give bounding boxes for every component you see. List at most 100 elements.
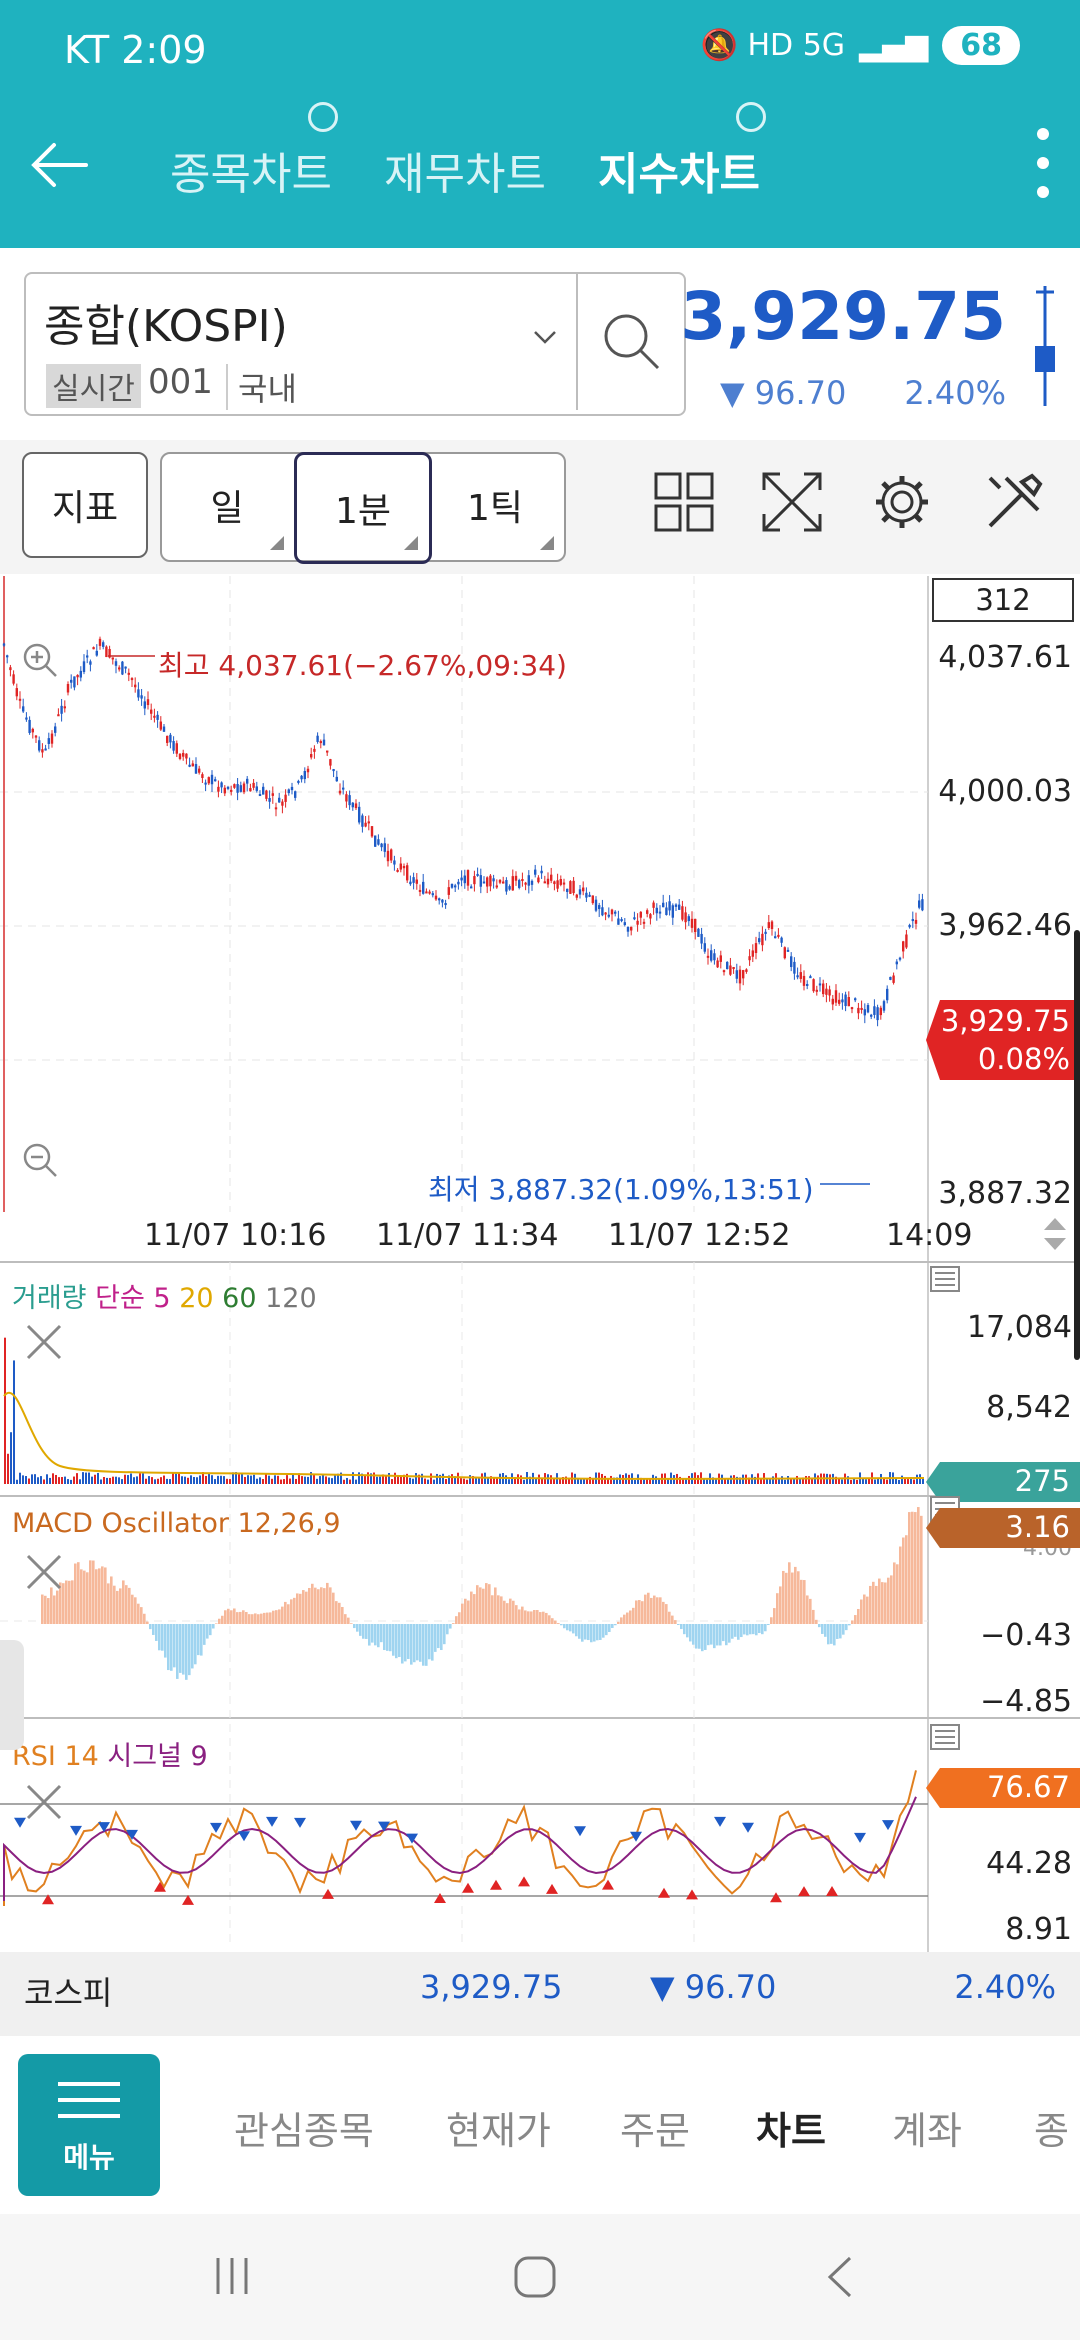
- home-icon[interactable]: [512, 2254, 558, 2300]
- search-button[interactable]: [576, 274, 684, 410]
- indicator-button[interactable]: 지표: [22, 452, 148, 558]
- candle-body: [342, 787, 345, 790]
- candle-body: [863, 1009, 866, 1016]
- macd-bar: [518, 1609, 521, 1624]
- volume-bar: [199, 1475, 201, 1484]
- volume-bar: [292, 1474, 294, 1484]
- nav-tab-account[interactable]: 계좌: [892, 2109, 962, 2153]
- nav-tab-current-price[interactable]: 현재가: [446, 2109, 551, 2153]
- candle-body: [470, 886, 473, 889]
- volume-bar: [685, 1478, 687, 1484]
- macd-bar: [767, 1624, 770, 1626]
- zoom-out-icon[interactable]: [20, 1140, 60, 1180]
- macd-bar: [482, 1588, 485, 1624]
- period-tick-button[interactable]: 1틱: [466, 488, 524, 529]
- back-arrow-icon[interactable]: [26, 130, 96, 200]
- volume-bar: [196, 1477, 198, 1484]
- settings-gear-icon[interactable]: [870, 470, 934, 534]
- volume-bar: [421, 1473, 423, 1484]
- close-panel-icon[interactable]: [24, 1552, 64, 1592]
- close-panel-icon[interactable]: [24, 1782, 64, 1822]
- macd-bar: [869, 1585, 872, 1624]
- volume-bar: [727, 1478, 729, 1484]
- volume-bar: [388, 1473, 390, 1484]
- tab-index-chart[interactable]: 지수차트: [598, 149, 760, 200]
- macd-bar: [827, 1624, 830, 1645]
- macd-bar: [203, 1624, 206, 1645]
- macd-bar: [365, 1624, 368, 1639]
- side-handle-right[interactable]: [1074, 930, 1080, 1360]
- recent-apps-icon[interactable]: [210, 2254, 254, 2298]
- candle-body: [114, 661, 118, 666]
- macd-bar: [236, 1612, 239, 1624]
- macd-bar: [416, 1624, 419, 1661]
- fullscreen-icon[interactable]: [760, 470, 824, 534]
- candle-body: [300, 775, 303, 780]
- macd-bar: [317, 1589, 320, 1624]
- candle-body: [297, 780, 300, 783]
- candle-body: [450, 883, 454, 888]
- tab-stock-chart[interactable]: 종목차트: [170, 149, 332, 200]
- rsi-tag: [926, 1768, 1080, 1808]
- tools-icon[interactable]: [982, 470, 1046, 534]
- candle-body: [393, 860, 396, 865]
- candle-body: [486, 877, 489, 887]
- candle-body: [585, 892, 588, 898]
- candle-body: [847, 997, 850, 1007]
- nav-tab-order[interactable]: 주문: [620, 2109, 690, 2153]
- panel-menu-icon[interactable]: [930, 1724, 960, 1750]
- candle-body: [9, 667, 12, 671]
- candle-body: [700, 933, 703, 944]
- macd-bar: [428, 1624, 431, 1660]
- candle-body: [687, 916, 690, 922]
- macd-bar: [749, 1624, 752, 1635]
- candle-body: [524, 882, 527, 885]
- period-day-button[interactable]: 일: [210, 488, 244, 529]
- panel-menu-icon[interactable]: [930, 1266, 960, 1292]
- candle-body: [41, 749, 44, 753]
- volume-bar: [439, 1474, 441, 1484]
- candle-body: [543, 881, 546, 884]
- candle-body: [655, 907, 658, 914]
- volume-bar: [184, 1476, 186, 1484]
- back-nav-icon[interactable]: [820, 2254, 860, 2300]
- macd-bar: [572, 1624, 575, 1634]
- candle-body: [668, 901, 671, 911]
- macd-bar: [215, 1623, 218, 1624]
- tab-financial-chart[interactable]: 재무차트: [384, 149, 546, 200]
- close-panel-icon[interactable]: [24, 1322, 64, 1362]
- zoom-in-icon[interactable]: [20, 640, 60, 680]
- candle-body: [671, 905, 674, 918]
- axis-scroll-icon[interactable]: [1040, 1214, 1070, 1254]
- volume-bar: [538, 1474, 540, 1484]
- nav-tab-more[interactable]: 종: [1034, 2109, 1069, 2153]
- menu-button[interactable]: [18, 2054, 160, 2196]
- volume-bar: [22, 1475, 24, 1484]
- macd-bar: [863, 1594, 866, 1624]
- candle-body: [636, 920, 639, 925]
- candle-body: [249, 788, 252, 792]
- period-1min-button[interactable]: 1분: [294, 452, 432, 564]
- macd-bar: [80, 1569, 83, 1624]
- price-axis-label: 4,037.61: [938, 640, 1072, 675]
- price-chart-area[interactable]: [0, 576, 1080, 1212]
- chevron-down-icon[interactable]: [530, 322, 560, 352]
- candle-body: [870, 1014, 873, 1017]
- candle-body: [137, 689, 140, 698]
- candle-body: [783, 947, 786, 959]
- layout-grid-icon[interactable]: [652, 470, 716, 534]
- volume-bar: [85, 1472, 87, 1484]
- candle-body: [86, 655, 89, 658]
- volume-bar: [610, 1475, 612, 1484]
- volume-title: 거래량: [12, 1283, 87, 1314]
- macd-bar: [77, 1562, 80, 1624]
- side-handle-left[interactable]: [0, 1640, 24, 1750]
- rsi-signal-line: [3, 1796, 917, 1901]
- volume-bar: [868, 1478, 870, 1484]
- buy-signal-arrow: [42, 1894, 54, 1905]
- ma-5-label: 5: [153, 1283, 171, 1314]
- price-change-pct: 2.40%: [904, 374, 1006, 412]
- more-options-icon[interactable]: [1036, 128, 1050, 198]
- nav-tab-watchlist[interactable]: 관심종목: [234, 2109, 374, 2153]
- nav-tab-chart[interactable]: 차트: [756, 2109, 826, 2153]
